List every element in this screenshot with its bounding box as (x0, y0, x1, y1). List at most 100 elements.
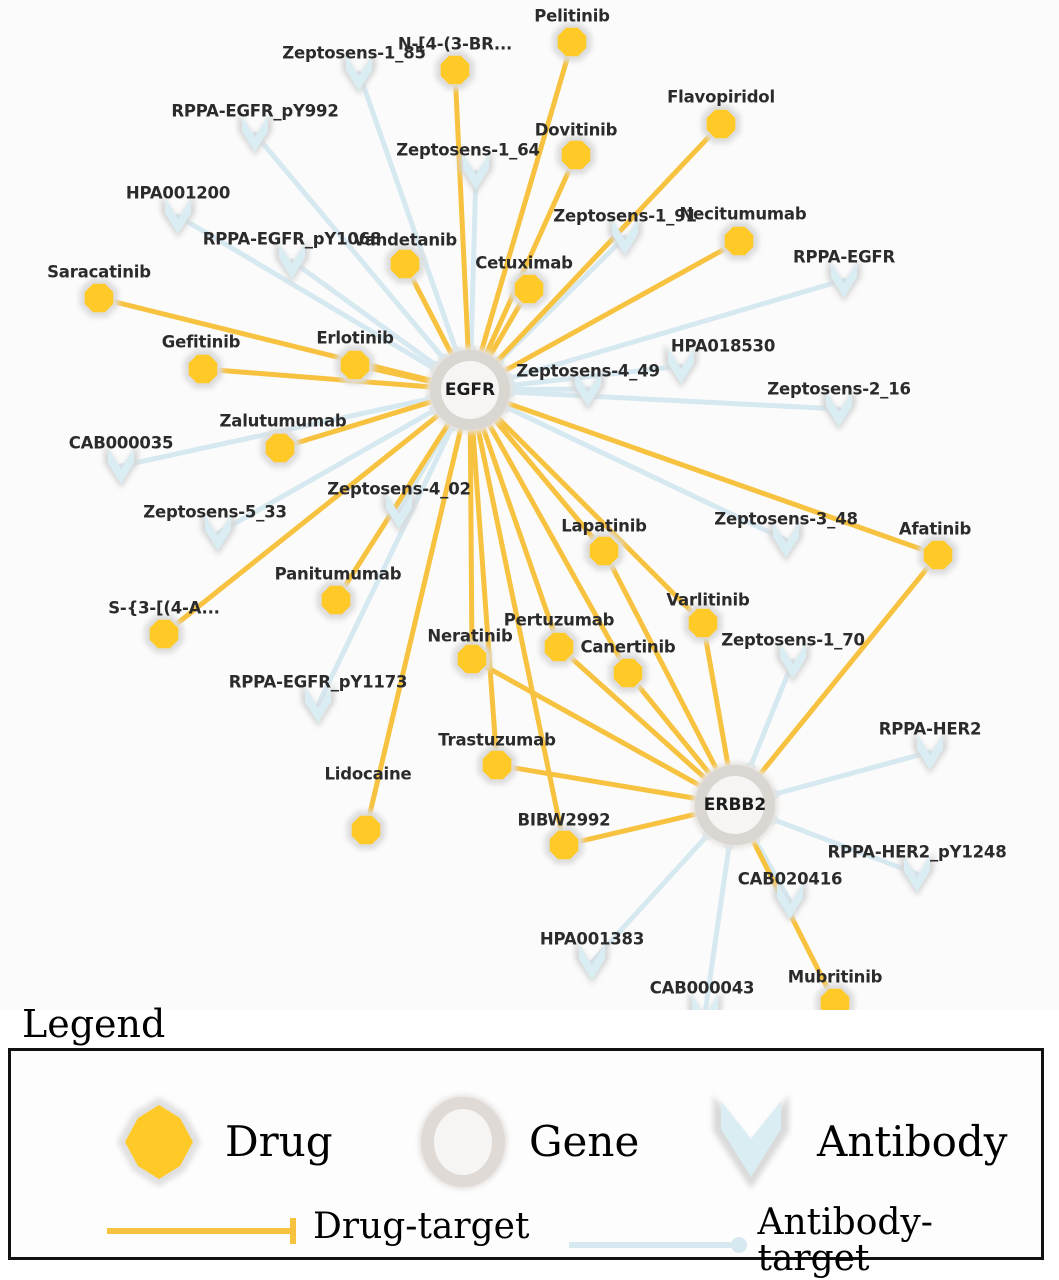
antibody-node[interactable] (382, 489, 416, 533)
antibody-node[interactable] (827, 258, 861, 302)
antibody-node[interactable] (571, 367, 605, 411)
drug-node[interactable] (435, 50, 475, 90)
drug-target-edge (475, 426, 567, 848)
drug-node[interactable] (316, 580, 356, 620)
drug-node-shape (688, 608, 718, 638)
drug-node-label: Pertuzumab (503, 610, 615, 630)
antibody-node-shape (777, 883, 803, 919)
drug-node[interactable] (335, 345, 375, 385)
drug-node[interactable] (79, 278, 119, 318)
antibody-node[interactable] (664, 344, 698, 388)
legend-panel: Legend Drug Gene (0, 1002, 1059, 1280)
gene-node[interactable] (427, 347, 513, 433)
antibody-node[interactable] (900, 852, 934, 896)
drug-node[interactable] (719, 221, 759, 261)
legend-item-gene[interactable]: Gene (411, 1087, 639, 1197)
legend-item-antibody[interactable]: Antibody (699, 1087, 1007, 1197)
legend-label-drug: Drug (225, 1117, 333, 1166)
drug-node[interactable] (544, 825, 584, 865)
antibody-node-label: CAB000043 (649, 978, 755, 998)
drug-node-shape (561, 140, 591, 170)
gene-node-center (441, 361, 499, 419)
legend-box: Drug Gene Antibody (8, 1048, 1044, 1277)
drug-node-shape (724, 226, 754, 256)
antibody-target-edge (771, 749, 933, 798)
drug-node-label: Saracatinib (47, 262, 151, 282)
antibody-target-edge (752, 837, 793, 904)
antibody-node[interactable] (822, 387, 856, 431)
antibody-node-label: RPPA-EGFR (793, 247, 895, 267)
drug-node[interactable] (608, 653, 648, 693)
antibody-node-label: RPPA-EGFR_pY1173 (228, 672, 408, 692)
antibody-target-edge (507, 363, 684, 388)
antibody-node[interactable] (275, 239, 309, 283)
antibody-node-label: Zeptosens-2_16 (767, 379, 911, 399)
drug-node-label: Lapatinib (561, 516, 647, 536)
antibody-node-shape (242, 116, 268, 152)
drug-node[interactable] (683, 603, 723, 643)
drug-target-edge (200, 366, 433, 390)
antibody-node-label: Zeptosens-1_85 (282, 43, 426, 63)
drug-node[interactable] (918, 535, 958, 575)
drug-node[interactable] (452, 639, 492, 679)
legend-label-drug-target: Drug-target (313, 1206, 530, 1247)
drug-node[interactable] (346, 810, 386, 850)
drug-target-edge (750, 838, 838, 1006)
drug-node[interactable] (477, 745, 517, 785)
antibody-node[interactable] (608, 215, 642, 259)
drug-target-edge (483, 152, 579, 357)
drug-node[interactable] (183, 349, 223, 389)
drug-node-label: Vandetanib (353, 230, 457, 250)
antibody-node[interactable] (459, 150, 493, 194)
drug-node-label: Necitumumab (679, 204, 807, 224)
antibody-node-label: Zeptosens-3_48 (714, 509, 858, 529)
gene-node[interactable] (692, 762, 778, 848)
antibody-node[interactable] (201, 511, 235, 555)
antibody-target-edge (252, 131, 447, 362)
antibody-node[interactable] (773, 879, 807, 923)
drug-node[interactable] (260, 428, 300, 468)
drug-node[interactable] (556, 135, 596, 175)
antibody-node[interactable] (238, 112, 272, 156)
antibody-node-shape (668, 348, 694, 384)
legend-line-row: Drug-target Antibody-target (11, 1201, 1041, 1277)
edges-layer (96, 39, 941, 1010)
drug-node[interactable] (539, 627, 579, 667)
antibody-node[interactable] (104, 444, 138, 488)
antibody-node[interactable] (161, 194, 195, 238)
legend-item-antibody-target[interactable]: Antibody-target (569, 1205, 1041, 1277)
antibody-node[interactable] (301, 683, 335, 727)
drug-node[interactable] (701, 104, 741, 144)
drug-target-edge (467, 427, 475, 662)
antibody-node-shape (279, 243, 305, 279)
drug-node[interactable] (144, 614, 184, 654)
drug-node-label: N-[4-(3-BR... (397, 34, 513, 54)
drug-node-label: Afatinib (898, 519, 972, 539)
drug-node[interactable] (584, 531, 624, 571)
antibody-node[interactable] (575, 940, 609, 984)
drug-target-edge (505, 400, 941, 558)
antibody-node[interactable] (342, 51, 376, 95)
drug-target-edge (161, 412, 442, 637)
drug-node-shape (188, 354, 218, 384)
drug-node[interactable] (552, 22, 592, 62)
antibody-node[interactable] (688, 991, 722, 1010)
antibody-node[interactable] (769, 518, 803, 562)
legend-item-drug-target[interactable]: Drug-target (107, 1205, 529, 1249)
antibody-node-label: HPA018530 (670, 336, 776, 356)
antibody-target-edge (507, 389, 842, 412)
antibody-node-shape (463, 154, 489, 190)
antibody-node[interactable] (913, 730, 947, 774)
octagon-icon (117, 1097, 201, 1187)
drug-node[interactable] (385, 244, 425, 284)
antibody-node[interactable] (776, 639, 810, 683)
antibody-node-shape (917, 734, 943, 770)
drug-node[interactable] (509, 269, 549, 309)
antibody-target-edge (769, 816, 920, 877)
drug-node[interactable] (815, 983, 855, 1010)
antibody-target-edge (589, 832, 711, 965)
drug-node-shape (923, 540, 953, 570)
antibody-node-label: Zeptosens-5_33 (143, 502, 287, 522)
antibody-node-shape (904, 856, 930, 892)
legend-item-drug[interactable]: Drug (107, 1087, 333, 1197)
